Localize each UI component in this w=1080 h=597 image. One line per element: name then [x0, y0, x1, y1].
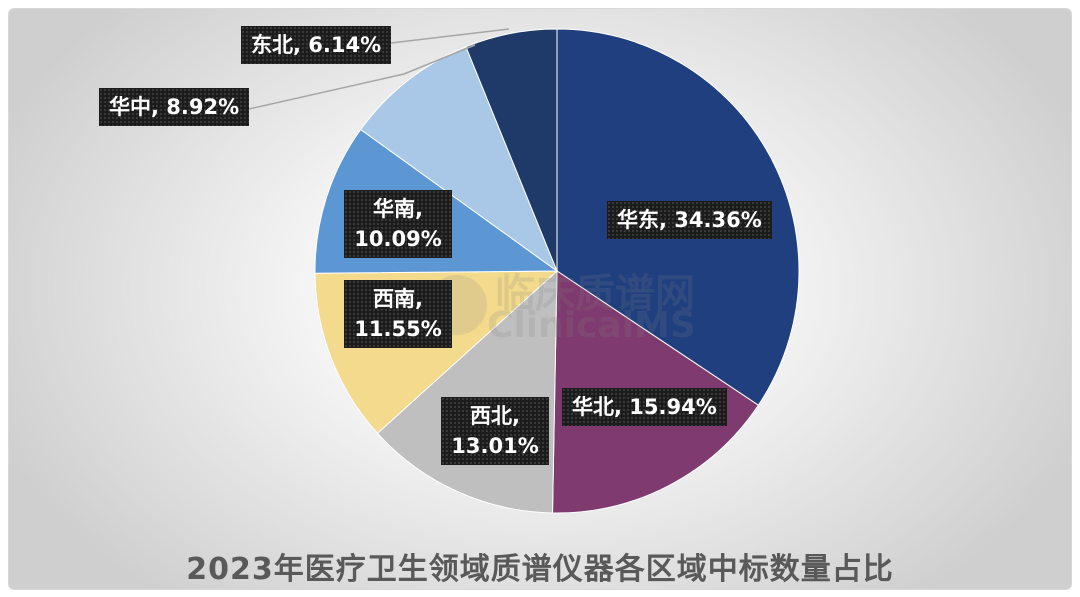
chart-frame: 临床质谱网 ClinicalMS 华东, 34.36%华北, 15.94%西北,… [8, 8, 1072, 590]
data-label-2: 华北, 15.94% [562, 388, 727, 426]
data-label-4: 西南, 11.55% [344, 280, 452, 348]
pie-slice-6 [360, 46, 559, 273]
data-label-6: 华中, 8.92% [99, 88, 250, 126]
data-label-7: 东北, 6.14% [241, 26, 392, 64]
leader-line-6 [248, 44, 476, 110]
data-label-1: 华东, 34.36% [607, 201, 772, 239]
pie-slices [314, 28, 800, 514]
leader-line-7 [390, 28, 510, 44]
data-label-5: 华南, 10.09% [344, 190, 452, 258]
chart-title: 2023年医疗卫生领域质谱仪器各区域中标数量占比 [186, 552, 894, 587]
pie-slice-7 [465, 28, 558, 272]
data-label-3: 西北, 13.01% [441, 397, 549, 465]
leader-lines [248, 28, 510, 110]
